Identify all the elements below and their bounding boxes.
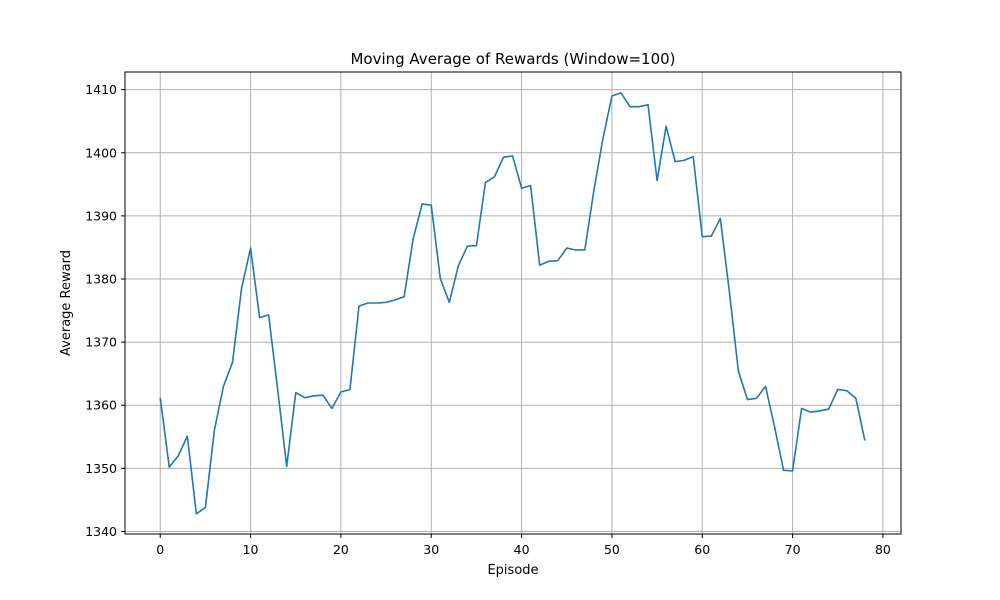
series-layer: [159, 92, 866, 515]
axis-ticks: 0 10 20 30 40 50 60 70 80 1340 1350 1360 1370 1380 139…: [85, 82, 891, 557]
y-tick-label: 1400: [85, 145, 117, 160]
y-tick-label: 1390: [85, 208, 117, 223]
grid: [125, 72, 901, 534]
y-tick-label: 1370: [85, 335, 117, 350]
x-tick-label: 70: [785, 542, 801, 557]
y-tick-label: 1360: [85, 398, 117, 413]
x-tick-label: 80: [875, 542, 891, 557]
x-tick-label: 40: [514, 542, 530, 557]
series-line: [159, 92, 866, 515]
x-tick-label: 10: [243, 542, 259, 557]
x-tick-label: 50: [604, 542, 620, 557]
y-tick-label: 1380: [85, 272, 117, 287]
x-tick-label: 60: [694, 542, 710, 557]
x-tick-label: 30: [423, 542, 439, 557]
y-tick-label: 1410: [85, 82, 117, 97]
x-tick-label: 0: [156, 542, 164, 557]
plot-frame: [124, 71, 902, 535]
x-tick-label: 20: [333, 542, 349, 557]
chart-title: Moving Average of Rewards (Window=100): [350, 50, 675, 68]
y-axis-label: Average Reward: [59, 250, 74, 356]
x-axis-label: Episode: [487, 563, 538, 578]
y-tick-label: 1350: [85, 461, 117, 476]
y-tick-label: 1340: [85, 524, 117, 539]
